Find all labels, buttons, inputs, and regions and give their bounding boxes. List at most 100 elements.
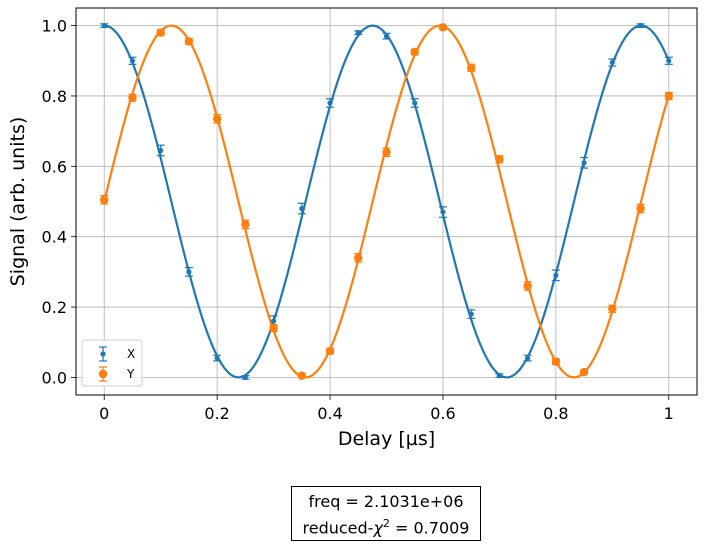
marker xyxy=(184,37,194,46)
marker xyxy=(608,304,617,314)
fit-results-box: freq = 2.1031e+06 reduced-χ2 = 0.7009 xyxy=(291,486,481,541)
data-point-y xyxy=(100,194,109,205)
data-point-x xyxy=(297,202,306,215)
marker xyxy=(186,269,192,275)
fit-curves xyxy=(103,24,670,379)
legend-box xyxy=(81,339,143,387)
marker xyxy=(156,28,165,37)
y-tick-label: 0.2 xyxy=(42,298,67,317)
data-point-x xyxy=(636,22,645,29)
data-point-x xyxy=(156,144,165,157)
data-point-y xyxy=(579,367,589,377)
x-tick-label: 0 xyxy=(99,404,109,423)
grid-lines xyxy=(76,8,697,395)
marker xyxy=(382,148,391,157)
data-point-x xyxy=(128,56,137,65)
data-point-y xyxy=(269,323,278,333)
marker xyxy=(214,355,220,361)
marker xyxy=(579,367,589,377)
marker xyxy=(270,318,277,324)
y-tick-label: 0.6 xyxy=(42,157,67,176)
legend-entry-x: X xyxy=(99,346,135,362)
data-point-y xyxy=(523,281,532,291)
data-point-x xyxy=(495,373,504,379)
data-point-x xyxy=(100,22,109,29)
axis-ticks: 0 0.2 0.4 0.6 0.8 1 0.0 0.2 0.4 0.6 0.8 1.0 xyxy=(42,17,674,423)
data-point-x xyxy=(410,98,419,108)
data-point-y xyxy=(184,37,194,46)
marker xyxy=(412,100,418,106)
legend-entry-y: Y xyxy=(98,366,135,382)
marker xyxy=(666,58,672,64)
marker xyxy=(128,93,137,102)
y-tick-label: 0.0 xyxy=(42,368,67,387)
data-point-y xyxy=(438,23,448,32)
marker xyxy=(327,100,333,106)
data-point-y xyxy=(410,47,419,57)
marker xyxy=(636,204,645,213)
legend-label: Y xyxy=(126,367,135,381)
marker xyxy=(495,155,504,164)
marker xyxy=(129,58,136,64)
fit-curve-y xyxy=(103,24,670,379)
data-point-x xyxy=(382,32,391,40)
x-tick-label: 0.2 xyxy=(204,404,229,423)
marker xyxy=(100,195,109,204)
data-point-x xyxy=(523,354,532,362)
data-point-y xyxy=(354,252,363,263)
data-point-x xyxy=(213,354,222,362)
y-axis-label: Signal (arb. units) xyxy=(7,117,29,287)
data-point-x xyxy=(354,30,363,36)
legend: XY xyxy=(81,339,143,387)
plot-frame xyxy=(75,7,698,396)
y-tick-label: 0.8 xyxy=(42,87,67,106)
marker xyxy=(496,373,503,379)
marker xyxy=(355,30,361,36)
chi-exponent: 2 xyxy=(382,517,390,530)
marker xyxy=(466,63,476,73)
data-point-x xyxy=(608,58,617,67)
marker xyxy=(383,33,390,39)
data-point-y xyxy=(325,346,335,356)
data-point-y xyxy=(551,357,561,366)
data-point-y xyxy=(636,203,645,214)
marker xyxy=(637,22,644,29)
marker xyxy=(410,47,419,57)
y-tick-label: 1.0 xyxy=(42,17,67,36)
x-tick-label: 0.4 xyxy=(317,404,342,423)
marker xyxy=(553,272,559,278)
legend-label: X xyxy=(127,347,135,361)
data-point-y xyxy=(608,304,617,314)
y-tick-label: 0.4 xyxy=(42,228,67,247)
marker xyxy=(297,371,307,380)
marker xyxy=(468,311,474,317)
marker xyxy=(299,205,305,212)
data-point-y xyxy=(156,28,165,37)
marker xyxy=(325,346,335,356)
data-point-y xyxy=(297,371,307,380)
data-point-x xyxy=(467,309,476,319)
fit-curve-x xyxy=(104,24,670,379)
data-point-y xyxy=(466,63,476,73)
marker xyxy=(241,220,250,229)
data-points xyxy=(100,22,673,381)
marker xyxy=(354,253,363,262)
fit-frequency: freq = 2.1031e+06 xyxy=(308,492,464,511)
data-point-x xyxy=(438,206,447,218)
data-point-x xyxy=(241,374,250,381)
marker xyxy=(525,355,531,361)
data-point-y xyxy=(664,91,673,101)
data-point-y xyxy=(128,93,137,102)
marker xyxy=(523,281,532,291)
data-point-x xyxy=(551,269,560,282)
chart: 0 0.2 0.4 0.6 0.8 1 0.0 0.2 0.4 0.6 0.8 1.0 Delay [… xyxy=(7,7,698,450)
marker xyxy=(440,209,446,215)
data-point-x xyxy=(580,156,589,169)
marker xyxy=(158,147,164,154)
data-point-x xyxy=(184,267,193,277)
marker xyxy=(242,374,248,381)
marker xyxy=(609,59,615,66)
x-tick-label: 0.8 xyxy=(543,404,568,423)
legend-marker xyxy=(98,369,108,379)
data-point-x xyxy=(664,56,673,65)
